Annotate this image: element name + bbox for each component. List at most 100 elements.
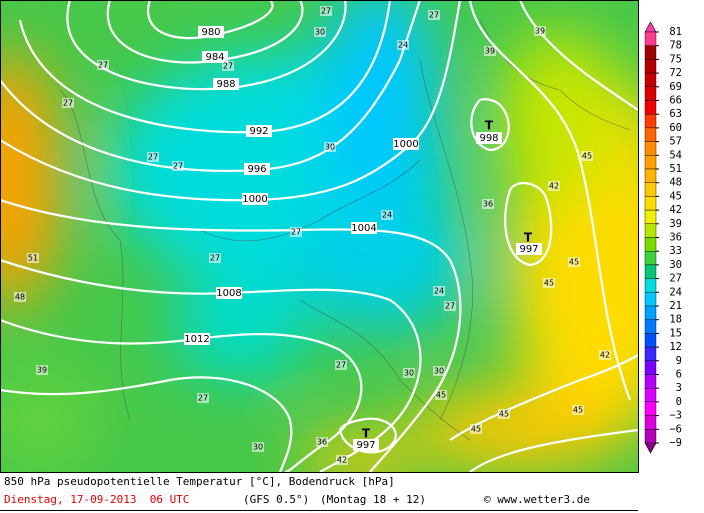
colorbar-label: −9 bbox=[669, 437, 682, 449]
temperature-label: 27 bbox=[98, 61, 108, 70]
map-frame bbox=[0, 0, 639, 473]
temperature-label-bg bbox=[599, 350, 611, 360]
colorbar-label: 9 bbox=[676, 355, 682, 367]
temperature-label: 30 bbox=[315, 28, 325, 37]
temperature-label-bg bbox=[568, 257, 580, 267]
colorbar-swatch bbox=[644, 319, 657, 334]
colorbar-swatch bbox=[644, 168, 657, 183]
colorbar-label: 27 bbox=[669, 273, 682, 285]
isobar-label: 1000 bbox=[393, 139, 418, 150]
colorbar-swatch bbox=[644, 223, 657, 238]
temperature-label-bg bbox=[62, 98, 74, 108]
temperature-label: 30 bbox=[404, 369, 414, 378]
temperature-label: 45 bbox=[573, 406, 583, 415]
colorbar-swatch bbox=[644, 196, 657, 211]
temperature-label: 24 bbox=[434, 287, 444, 296]
temperature-label: 27 bbox=[148, 153, 158, 162]
isobar-label: 997 bbox=[519, 244, 538, 255]
isobar-label: 988 bbox=[216, 79, 235, 90]
colorbar-label: 39 bbox=[669, 218, 682, 230]
colorbar-label: 75 bbox=[669, 53, 682, 65]
isobar-label-bg bbox=[393, 138, 419, 150]
colorbar-label: −3 bbox=[669, 410, 682, 422]
temperature-label: 42 bbox=[600, 351, 610, 360]
isobar-label-bg bbox=[202, 51, 228, 63]
colorbar-label: 57 bbox=[669, 136, 682, 148]
isobar-label: 980 bbox=[201, 27, 220, 38]
temperature-label: 45 bbox=[544, 279, 554, 288]
colorbar-swatch bbox=[644, 127, 657, 142]
colorbar-label: 24 bbox=[669, 286, 682, 298]
footer-border bbox=[0, 510, 638, 511]
colorbar-swatch bbox=[644, 237, 657, 252]
colorbar-swatch bbox=[644, 360, 657, 375]
temperature-label: 27 bbox=[63, 99, 73, 108]
colorbar-label: 60 bbox=[669, 122, 682, 134]
temperature-label: 27 bbox=[210, 254, 220, 263]
colorbar-label: 51 bbox=[669, 163, 682, 175]
temperature-label-bg bbox=[534, 26, 546, 36]
temperature-field: 980 984 988 992 996 1000 1004 1008 1012 1000 998 99… bbox=[1, 1, 638, 472]
colorbar-swatch bbox=[644, 86, 657, 101]
colorbar-label: 42 bbox=[669, 204, 682, 216]
isobar-label-bg bbox=[244, 163, 270, 175]
temperature-label-bg bbox=[428, 10, 440, 20]
colorbar-swatch bbox=[644, 292, 657, 307]
temperature-label-bg bbox=[335, 360, 347, 370]
low-marker: T bbox=[485, 119, 494, 133]
forecast-run: (Montag 18 + 12) bbox=[320, 493, 426, 506]
temperature-label: 42 bbox=[337, 456, 347, 465]
temperature-label-bg bbox=[543, 278, 555, 288]
credit: © www.wetter3.de bbox=[484, 493, 590, 506]
valid-date: Dienstag, 17-09-2013 06 UTC bbox=[4, 493, 190, 506]
temperature-label-bg bbox=[581, 151, 593, 161]
colorbar-label: 78 bbox=[669, 40, 682, 52]
isobar-label: 998 bbox=[479, 133, 498, 144]
colorbar-swatch bbox=[644, 45, 657, 60]
temperature-label-bg bbox=[484, 46, 496, 56]
temperature-label: 48 bbox=[15, 293, 25, 302]
low-marker: T bbox=[362, 427, 371, 441]
temperature-label-bg bbox=[14, 292, 26, 302]
colorbar-swatch bbox=[644, 113, 657, 129]
colorbar-swatch bbox=[644, 278, 657, 293]
temperature-label: 42 bbox=[549, 182, 559, 191]
temperature-label-bg bbox=[316, 437, 328, 447]
colorbar-label: 45 bbox=[669, 190, 682, 202]
temperature-label-bg bbox=[324, 142, 336, 152]
colorbar-label: 69 bbox=[669, 81, 682, 93]
isobar-label: 1004 bbox=[351, 223, 376, 234]
temperature-label-bg bbox=[397, 40, 409, 50]
temperature-label-bg bbox=[320, 6, 332, 16]
temperature-label: 27 bbox=[445, 302, 455, 311]
temperature-label: 27 bbox=[336, 361, 346, 370]
isobar-label: 996 bbox=[247, 164, 266, 175]
temperature-label-bg bbox=[336, 455, 348, 465]
colorbar-swatch bbox=[644, 401, 657, 416]
temperature-label-bg bbox=[548, 181, 560, 191]
colorbar-label: 21 bbox=[669, 300, 682, 312]
isobar-label-bg bbox=[246, 125, 272, 137]
colorbar-label: 63 bbox=[669, 108, 682, 120]
isobar-label-bg bbox=[476, 132, 502, 144]
temperature-label: 45 bbox=[436, 391, 446, 400]
temperature-label: 27 bbox=[173, 162, 183, 171]
colorbar-swatch bbox=[644, 333, 657, 348]
temperature-label-bg bbox=[403, 368, 415, 378]
temperature-label: 27 bbox=[198, 394, 208, 403]
colorbar-swatch bbox=[644, 415, 657, 430]
isobar-label: 992 bbox=[249, 126, 268, 137]
colorbar: 8178757269666360575451484542393633302724… bbox=[644, 21, 682, 454]
colorbar-swatch bbox=[644, 155, 657, 170]
temperature-label-bg bbox=[435, 390, 447, 400]
temperature-label-bg bbox=[470, 424, 482, 434]
colorbar-label: 72 bbox=[669, 67, 682, 79]
temperature-label: 30 bbox=[325, 143, 335, 152]
temperature-label: 39 bbox=[535, 27, 545, 36]
temperature-label-bg bbox=[290, 227, 302, 237]
weather-map: 9809849889929961000100410081012100099899… bbox=[0, 0, 682, 473]
colorbar-label: 3 bbox=[676, 382, 682, 394]
temperature-label: 36 bbox=[483, 200, 493, 209]
temperature-label-bg bbox=[222, 61, 234, 71]
